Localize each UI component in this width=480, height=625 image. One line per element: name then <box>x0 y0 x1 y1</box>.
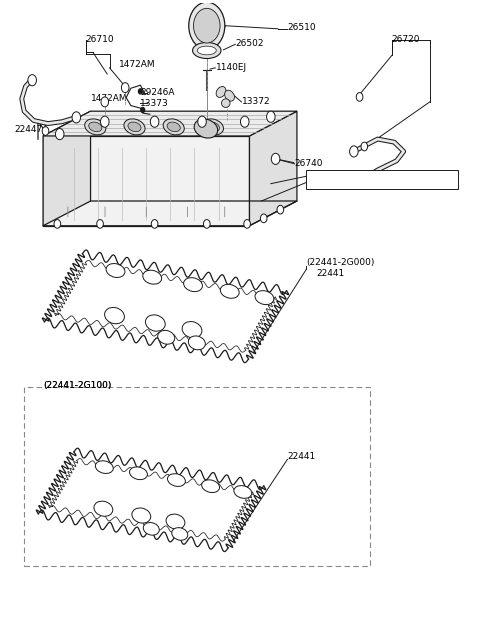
Ellipse shape <box>128 122 141 132</box>
Ellipse shape <box>194 119 218 138</box>
Circle shape <box>189 2 225 49</box>
Text: 1472AM: 1472AM <box>119 60 156 69</box>
Circle shape <box>141 107 144 112</box>
Circle shape <box>349 146 358 157</box>
Ellipse shape <box>96 461 113 474</box>
Circle shape <box>151 219 158 228</box>
Circle shape <box>72 112 81 123</box>
Text: (22441-2G100): (22441-2G100) <box>43 381 111 390</box>
Ellipse shape <box>163 119 184 135</box>
Circle shape <box>100 116 109 128</box>
Text: (22441-2G000): (22441-2G000) <box>306 259 375 268</box>
Ellipse shape <box>192 42 221 59</box>
Ellipse shape <box>225 90 234 101</box>
Text: 26720: 26720 <box>392 36 420 44</box>
Ellipse shape <box>105 308 124 324</box>
Polygon shape <box>43 136 250 226</box>
Circle shape <box>138 89 142 94</box>
Circle shape <box>204 219 210 228</box>
Text: 26510: 26510 <box>288 23 316 32</box>
Ellipse shape <box>255 291 274 304</box>
Circle shape <box>54 219 60 228</box>
Text: 22441: 22441 <box>316 269 344 278</box>
Circle shape <box>101 97 108 107</box>
Circle shape <box>271 153 280 164</box>
Ellipse shape <box>172 528 188 540</box>
Ellipse shape <box>234 486 252 498</box>
Text: 26710: 26710 <box>86 36 114 44</box>
Circle shape <box>42 127 49 136</box>
Ellipse shape <box>168 474 185 486</box>
Text: (22441-2G100): (22441-2G100) <box>43 381 111 390</box>
Polygon shape <box>250 111 297 226</box>
Ellipse shape <box>203 119 224 135</box>
Circle shape <box>96 219 103 228</box>
Circle shape <box>266 111 275 123</box>
Ellipse shape <box>221 99 230 107</box>
Ellipse shape <box>184 278 203 292</box>
Ellipse shape <box>89 122 102 132</box>
Ellipse shape <box>158 331 175 344</box>
Ellipse shape <box>130 467 147 479</box>
Circle shape <box>240 116 249 128</box>
Text: 13372: 13372 <box>242 98 271 106</box>
Circle shape <box>244 219 251 228</box>
Polygon shape <box>43 111 91 226</box>
Circle shape <box>361 142 368 151</box>
Circle shape <box>355 177 363 188</box>
Circle shape <box>198 116 206 128</box>
Ellipse shape <box>202 480 219 492</box>
Ellipse shape <box>206 122 219 132</box>
Ellipse shape <box>182 321 202 338</box>
Text: 22441: 22441 <box>288 452 316 461</box>
Text: 1472AM: 1472AM <box>91 94 127 103</box>
Ellipse shape <box>94 501 113 516</box>
Ellipse shape <box>84 119 106 135</box>
Ellipse shape <box>167 122 180 132</box>
Circle shape <box>193 8 220 43</box>
Ellipse shape <box>132 508 151 523</box>
Circle shape <box>56 129 64 139</box>
Ellipse shape <box>124 119 145 135</box>
Text: 29246A: 29246A <box>140 88 175 97</box>
Circle shape <box>150 116 159 128</box>
Text: 1140EJ: 1140EJ <box>216 63 247 72</box>
Ellipse shape <box>197 46 216 55</box>
Text: 22410A: 22410A <box>306 172 341 181</box>
Text: 26740: 26740 <box>295 159 323 168</box>
Circle shape <box>277 206 284 214</box>
Circle shape <box>356 92 363 101</box>
Ellipse shape <box>106 264 125 278</box>
Circle shape <box>28 74 36 86</box>
Ellipse shape <box>145 315 165 331</box>
Text: 13373: 13373 <box>140 99 169 107</box>
Ellipse shape <box>188 336 205 350</box>
Ellipse shape <box>166 514 185 529</box>
Circle shape <box>121 82 129 92</box>
Text: 22447A: 22447A <box>14 125 49 134</box>
Ellipse shape <box>143 270 162 284</box>
Polygon shape <box>43 111 297 136</box>
Ellipse shape <box>143 522 159 535</box>
Ellipse shape <box>216 86 226 98</box>
Circle shape <box>261 214 267 222</box>
Text: 26502: 26502 <box>235 39 264 48</box>
Bar <box>306 170 458 189</box>
Ellipse shape <box>220 284 239 298</box>
